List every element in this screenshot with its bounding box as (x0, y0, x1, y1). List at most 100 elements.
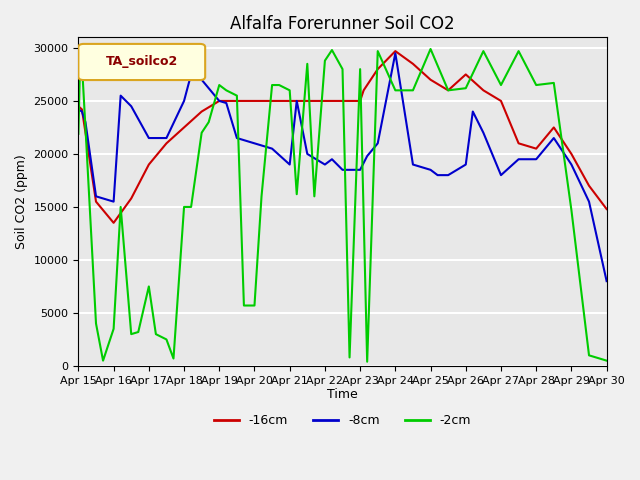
-16cm (233, 98, 241, 104)
-8cm (198, 77, 205, 83)
-8cm (339, 167, 346, 173)
-16cm (198, 108, 205, 114)
-8cm (216, 98, 223, 104)
-8cm (286, 162, 294, 168)
-8cm (356, 167, 364, 173)
-2cm (92, 321, 100, 326)
-16cm (444, 87, 452, 93)
-2cm (374, 48, 381, 54)
-2cm (321, 58, 329, 63)
-8cm (268, 146, 276, 152)
-2cm (78, 61, 86, 67)
-16cm (92, 199, 100, 204)
-8cm (127, 103, 135, 109)
-2cm (76, 56, 84, 61)
-8cm (585, 199, 593, 204)
-2cm (497, 82, 505, 88)
-8cm (409, 162, 417, 168)
-2cm (198, 130, 205, 136)
-16cm (360, 87, 367, 93)
-16cm (374, 66, 381, 72)
-16cm (163, 141, 170, 146)
-2cm (188, 204, 195, 210)
-8cm (251, 141, 259, 146)
-2cm (268, 82, 276, 88)
-16cm (392, 48, 399, 54)
-2cm (152, 331, 160, 337)
-8cm (392, 50, 399, 56)
-2cm (240, 302, 248, 308)
-2cm (550, 80, 557, 86)
-8cm (434, 172, 442, 178)
-2cm (82, 124, 90, 130)
-16cm (286, 98, 294, 104)
-16cm (585, 183, 593, 189)
Line: -16cm: -16cm (79, 51, 607, 223)
-2cm (216, 82, 223, 88)
-8cm (328, 156, 336, 162)
-16cm (180, 124, 188, 130)
-2cm (328, 47, 336, 53)
-8cm (75, 107, 83, 112)
-16cm (603, 206, 611, 212)
-8cm (479, 130, 487, 136)
-8cm (303, 151, 311, 157)
-8cm (427, 167, 435, 173)
Legend: -16cm, -8cm, -2cm: -16cm, -8cm, -2cm (209, 409, 476, 432)
-8cm (364, 153, 371, 159)
-2cm (258, 193, 266, 199)
-2cm (532, 82, 540, 88)
-2cm (364, 359, 371, 365)
-16cm (321, 98, 329, 104)
-2cm (233, 93, 241, 98)
-2cm (356, 66, 364, 72)
-2cm (275, 82, 283, 88)
Y-axis label: Soil CO2 (ppm): Soil CO2 (ppm) (15, 154, 28, 249)
FancyBboxPatch shape (79, 44, 205, 80)
-2cm (134, 329, 142, 335)
Line: -2cm: -2cm (79, 49, 607, 362)
-2cm (110, 326, 118, 332)
-2cm (479, 48, 487, 54)
-16cm (339, 98, 346, 104)
-2cm (310, 193, 318, 199)
-16cm (268, 98, 276, 104)
-2cm (392, 87, 399, 93)
-16cm (216, 98, 223, 104)
-16cm (303, 98, 311, 104)
-16cm (550, 124, 557, 130)
-2cm (409, 87, 417, 93)
-16cm (532, 146, 540, 152)
-2cm (75, 131, 83, 137)
-8cm (117, 93, 125, 98)
-8cm (497, 172, 505, 178)
Line: -8cm: -8cm (79, 53, 607, 281)
-8cm (233, 135, 241, 141)
-2cm (117, 204, 125, 210)
-8cm (78, 108, 86, 114)
-8cm (180, 98, 188, 104)
-16cm (110, 220, 118, 226)
-8cm (349, 167, 357, 173)
-16cm (75, 103, 83, 109)
-8cm (532, 156, 540, 162)
-8cm (82, 119, 90, 125)
-16cm (568, 151, 575, 157)
-2cm (170, 356, 177, 361)
-8cm (188, 72, 195, 77)
-16cm (462, 72, 470, 77)
-8cm (568, 162, 575, 168)
-16cm (127, 195, 135, 201)
-8cm (321, 162, 329, 168)
-16cm (409, 61, 417, 67)
-2cm (427, 46, 435, 52)
-16cm (497, 98, 505, 104)
X-axis label: Time: Time (327, 388, 358, 401)
-8cm (444, 172, 452, 178)
-8cm (110, 199, 118, 204)
-16cm (479, 87, 487, 93)
-16cm (145, 162, 153, 168)
-8cm (374, 141, 381, 146)
-2cm (163, 336, 170, 342)
-2cm (339, 66, 346, 72)
